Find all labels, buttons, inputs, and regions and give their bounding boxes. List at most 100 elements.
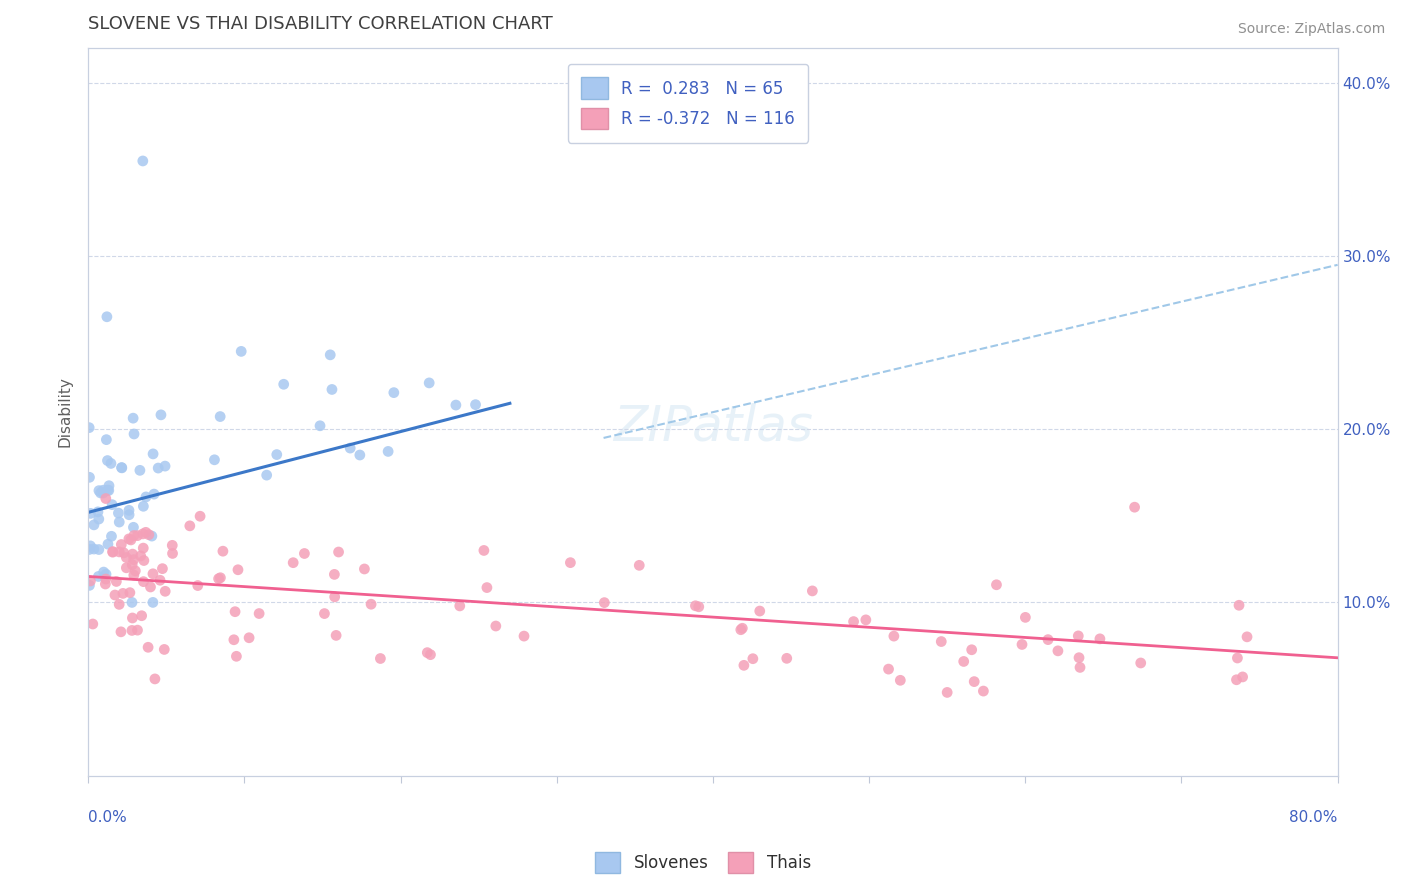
Point (100, 529, 122, 543)
Point (339, 441, 361, 455)
Point (153, 642, 176, 657)
Point (115, 550, 138, 565)
Point (513, 629, 536, 643)
Point (855, 613, 877, 627)
Point (1067, 629, 1090, 643)
Point (952, 655, 974, 669)
Point (122, 552, 145, 566)
Point (225, 649, 247, 664)
Point (143, 487, 166, 501)
Point (108, 545, 131, 559)
Point (776, 651, 799, 665)
Point (309, 418, 332, 433)
Point (889, 673, 911, 688)
Point (153, 459, 176, 474)
Point (142, 447, 165, 461)
Point (122, 528, 145, 542)
Point (273, 377, 295, 392)
Text: 0.0%: 0.0% (89, 811, 127, 825)
Point (136, 640, 159, 655)
Point (122, 427, 145, 442)
Legend: Slovenes, Thais: Slovenes, Thais (589, 846, 817, 880)
Point (883, 629, 905, 643)
Point (98, 479, 121, 493)
Point (105, 574, 128, 589)
Point (485, 619, 508, 633)
Point (124, 564, 146, 578)
Point (97, 483, 120, 497)
Point (731, 621, 754, 635)
Point (110, 460, 132, 475)
Y-axis label: Disability: Disability (58, 376, 72, 448)
Point (319, 348, 342, 362)
Point (142, 566, 165, 581)
Point (122, 411, 145, 425)
Point (419, 648, 441, 662)
Point (593, 596, 616, 610)
Point (121, 547, 143, 561)
Point (115, 561, 138, 575)
Point (294, 547, 316, 561)
Point (688, 599, 710, 614)
Point (256, 468, 278, 483)
Point (325, 628, 347, 642)
Point (231, 344, 253, 359)
Point (79, 542, 101, 557)
Point (132, 553, 155, 567)
Point (107, 506, 129, 520)
Point (209, 571, 232, 585)
Point (121, 611, 143, 625)
Point (104, 588, 127, 602)
Point (131, 608, 153, 623)
Point (94, 572, 117, 586)
Point (121, 558, 143, 572)
Point (122, 520, 145, 534)
Point (1011, 637, 1033, 651)
Point (101, 544, 124, 558)
Point (94, 577, 117, 591)
Point (162, 538, 184, 552)
Point (733, 658, 755, 673)
Text: 80.0%: 80.0% (1289, 811, 1337, 825)
Point (377, 444, 399, 458)
Point (187, 578, 209, 592)
Point (111, 460, 134, 475)
Point (142, 595, 165, 609)
Point (222, 632, 245, 647)
Point (96, 453, 118, 467)
Point (108, 515, 131, 529)
Point (129, 463, 152, 477)
Point (82, 617, 104, 632)
Point (87, 569, 110, 583)
Point (118, 508, 141, 522)
Point (1129, 656, 1152, 670)
Point (87, 542, 110, 557)
Point (111, 586, 134, 600)
Point (986, 578, 1008, 592)
Point (224, 605, 246, 619)
Point (101, 498, 124, 512)
Point (108, 598, 131, 612)
Point (449, 599, 471, 613)
Legend: R =  0.283   N = 65, R = -0.372   N = 116: R = 0.283 N = 65, R = -0.372 N = 116 (568, 64, 808, 143)
Point (314, 607, 336, 621)
Point (349, 448, 371, 462)
Point (132, 153, 155, 168)
Point (110, 537, 132, 551)
Point (96, 310, 118, 324)
Point (1046, 644, 1069, 658)
Point (323, 567, 346, 582)
Point (209, 409, 232, 424)
Point (963, 674, 986, 689)
Point (464, 398, 486, 412)
Point (360, 597, 382, 611)
Point (127, 528, 149, 542)
Point (100, 457, 122, 471)
Point (1123, 500, 1146, 515)
Point (685, 599, 707, 613)
Point (91, 483, 114, 498)
Point (283, 556, 305, 570)
Point (748, 604, 770, 618)
Text: Source: ZipAtlas.com: Source: ZipAtlas.com (1237, 22, 1385, 37)
Point (90, 486, 112, 500)
